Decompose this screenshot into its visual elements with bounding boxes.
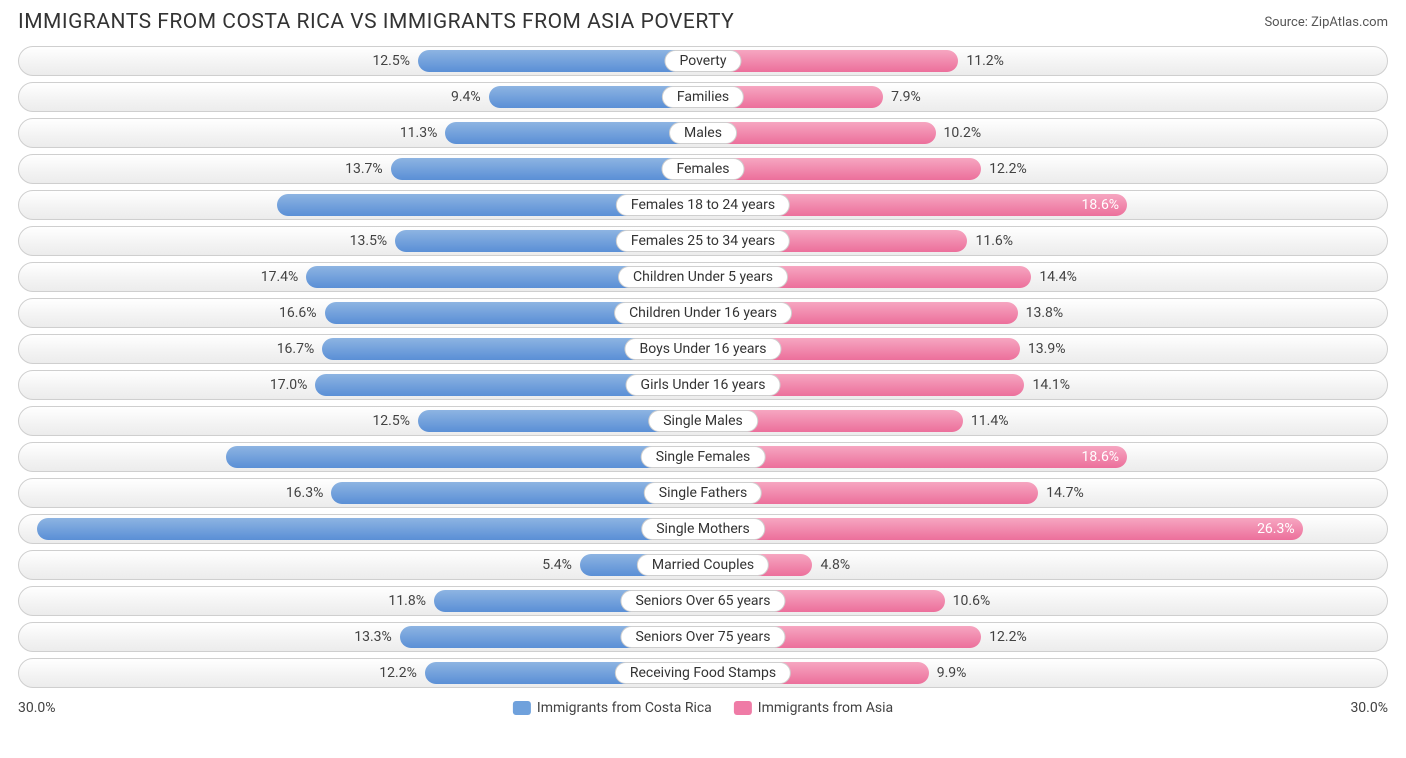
category-label: Boys Under 16 years [624,338,781,360]
source-link[interactable]: ZipAtlas.com [1311,15,1388,30]
chart-row: 20.9% 18.6% Single Females [18,442,1388,472]
value-right: 13.9% [1028,341,1066,357]
chart-row: 16.6% 13.8% Children Under 16 years [18,298,1388,328]
axis-max-right: 30.0% [1350,700,1388,716]
source-prefix: Source: [1264,15,1307,30]
chart-title: IMMIGRANTS FROM COSTA RICA VS IMMIGRANTS… [18,10,734,34]
value-right: 10.6% [953,593,991,609]
chart-header: IMMIGRANTS FROM COSTA RICA VS IMMIGRANTS… [0,0,1406,40]
legend-item-right: Immigrants from Asia [734,700,893,716]
value-right: 4.8% [820,557,850,573]
category-label: Females [662,158,745,180]
value-right: 26.3% [1257,521,1295,537]
value-left: 16.7% [277,341,315,357]
value-right: 11.6% [975,233,1013,249]
bar-left: 29.2% [37,518,703,540]
chart-row: 11.8% 10.6% Seniors Over 65 years [18,586,1388,616]
bar-left [445,122,703,144]
value-right: 14.4% [1039,269,1077,285]
chart-row: 11.3% 10.2% Males [18,118,1388,148]
value-right: 10.2% [944,125,982,141]
chart-row: 12.2% 9.9% Receiving Food Stamps [18,658,1388,688]
chart-row: 12.5% 11.4% Single Males [18,406,1388,436]
category-label: Seniors Over 75 years [620,626,785,648]
value-right: 14.1% [1032,377,1070,393]
category-label: Single Males [648,410,758,432]
bar-left [391,158,703,180]
value-right: 7.9% [891,89,921,105]
value-left: 11.8% [388,593,426,609]
category-label: Single Females [641,446,766,468]
chart-row: 18.7%18.6%Females 18 to 24 years [18,190,1388,220]
category-label: Married Couples [637,554,769,576]
value-left: 12.5% [372,53,410,69]
category-label: Seniors Over 65 years [620,590,785,612]
category-label: Single Fathers [644,482,762,504]
legend-item-left: Immigrants from Costa Rica [513,700,712,716]
chart-row: 13.3% 12.2% Seniors Over 75 years [18,622,1388,652]
value-left: 11.3% [400,125,438,141]
category-label: Single Mothers [641,518,765,540]
chart-footer: 30.0% Immigrants from Costa Rica Immigra… [0,694,1406,716]
chart-row: 13.5% 11.6% Females 25 to 34 years [18,226,1388,256]
legend-label-right: Immigrants from Asia [758,700,893,716]
value-left: 9.4% [451,89,481,105]
value-right: 12.2% [989,161,1027,177]
category-label: Females 18 to 24 years [616,194,790,216]
chart-row: 16.3% 14.7% Single Fathers [18,478,1388,508]
value-right: 14.7% [1046,485,1084,501]
value-left: 17.0% [270,377,308,393]
value-right: 9.9% [937,665,967,681]
chart-row: 12.5% 11.2% Poverty [18,46,1388,76]
value-left: 13.3% [354,629,392,645]
chart-source: Source: ZipAtlas.com [1264,15,1388,30]
bar-left: 20.9% [226,446,703,468]
value-left: 13.5% [350,233,388,249]
category-label: Girls Under 16 years [626,374,781,396]
chart-row: 5.4% 4.8% Married Couples [18,550,1388,580]
value-right: 12.2% [989,629,1027,645]
value-left: 16.6% [279,305,317,321]
category-label: Females 25 to 34 years [616,230,790,252]
category-label: Poverty [664,50,741,72]
value-right: 18.6% [1082,449,1120,465]
bar-right [703,122,936,144]
chart-row: 13.7% 12.2% Females [18,154,1388,184]
legend-swatch-left [513,701,531,715]
chart-row: 17.0% 14.1% Girls Under 16 years [18,370,1388,400]
legend-label-left: Immigrants from Costa Rica [537,700,712,716]
category-label: Children Under 5 years [618,266,788,288]
chart-row: 9.4% 7.9% Families [18,82,1388,112]
chart-legend: Immigrants from Costa Rica Immigrants fr… [513,700,893,716]
category-label: Families [662,86,744,108]
category-label: Receiving Food Stamps [615,662,791,684]
value-left: 17.4% [261,269,299,285]
category-label: Children Under 16 years [614,302,792,324]
value-left: 12.2% [379,665,417,681]
legend-swatch-right [734,701,752,715]
value-right: 11.2% [966,53,1004,69]
chart-row: 17.4% 14.4% Children Under 5 years [18,262,1388,292]
value-right: 11.4% [971,413,1009,429]
axis-max-left: 30.0% [18,700,56,716]
value-left: 16.3% [286,485,324,501]
bar-right: 26.3% [703,518,1303,540]
bar-left [418,50,703,72]
category-label: Males [669,122,737,144]
value-right: 18.6% [1082,197,1120,213]
chart-row: 29.2% 26.3% Single Mothers [18,514,1388,544]
value-left: 13.7% [345,161,383,177]
bar-right [703,158,981,180]
value-left: 5.4% [542,557,572,573]
diverging-bar-chart: 12.5% 11.2% Poverty 9.4% 7.9% Families 11.3% 10… [0,40,1406,688]
chart-row: 16.7% 13.9% Boys Under 16 years [18,334,1388,364]
value-right: 13.8% [1026,305,1064,321]
value-left: 12.5% [372,413,410,429]
bar-right: 18.6% [703,446,1127,468]
